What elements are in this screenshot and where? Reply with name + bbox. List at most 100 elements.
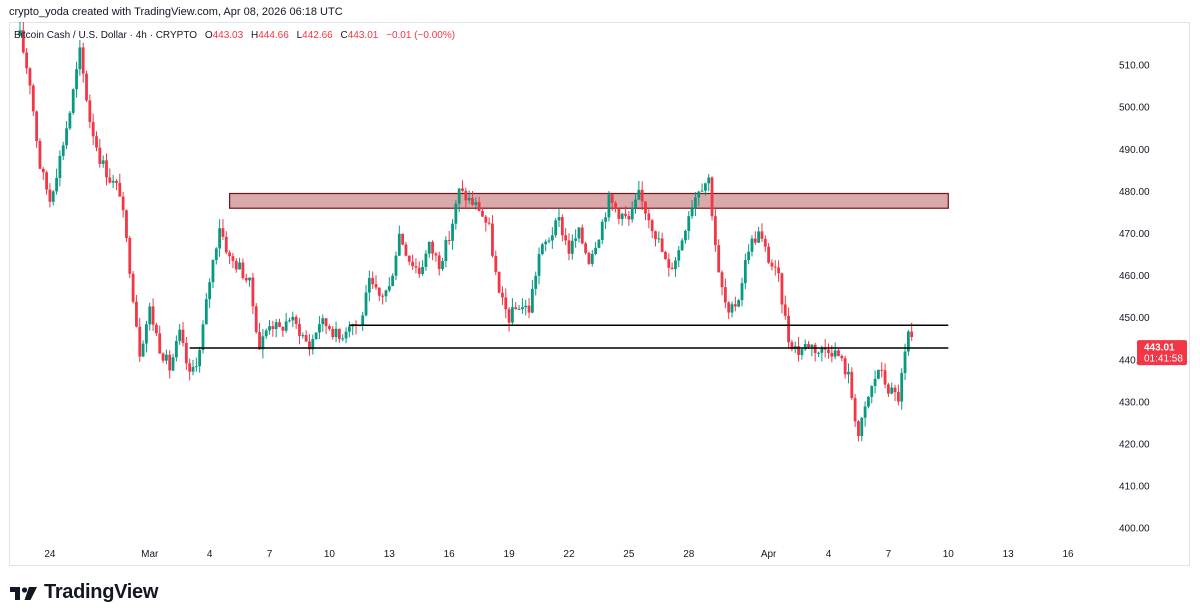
candle-body-219 bbox=[747, 251, 751, 260]
candle-body-154 bbox=[530, 288, 534, 313]
candle-body-148 bbox=[511, 307, 514, 323]
candle-body-147 bbox=[507, 309, 511, 323]
candle-body-211 bbox=[720, 272, 724, 288]
candle-body-215 bbox=[733, 304, 737, 307]
candle-body-248 bbox=[843, 358, 847, 375]
candle-body-17 bbox=[75, 69, 78, 90]
symbol-name[interactable]: Bitcoin Cash / U.S. Dollar · 4h · CRYPTO bbox=[14, 30, 198, 41]
candle-body-179 bbox=[614, 202, 617, 209]
candle-body-151 bbox=[521, 307, 524, 310]
candle-body-182 bbox=[624, 213, 627, 216]
candle-body-252 bbox=[857, 421, 860, 436]
candle-body-254 bbox=[863, 406, 867, 418]
open-value: 443.03 bbox=[212, 30, 244, 41]
candle-body-11 bbox=[55, 177, 58, 192]
candle-body-144 bbox=[497, 271, 501, 293]
candle-body-131 bbox=[454, 203, 458, 224]
time-tick-13: 7 bbox=[886, 549, 892, 560]
candle-body-180 bbox=[617, 208, 621, 219]
candle-body-155 bbox=[534, 275, 538, 289]
candle-body-58 bbox=[211, 260, 215, 283]
candle-body-96 bbox=[338, 328, 341, 339]
candle-body-89 bbox=[314, 332, 318, 340]
time-tick-10: 28 bbox=[683, 549, 695, 560]
candle-body-42 bbox=[158, 333, 162, 354]
candle-body-140 bbox=[484, 216, 488, 223]
candle-body-198 bbox=[677, 250, 681, 261]
time-tick-11: Apr bbox=[761, 549, 777, 560]
candle-body-264 bbox=[896, 392, 900, 402]
candle-body-86 bbox=[304, 335, 308, 342]
time-tick-8: 22 bbox=[563, 549, 575, 560]
candle-body-52 bbox=[191, 367, 195, 372]
candle-body-4 bbox=[31, 85, 35, 112]
candle-body-69 bbox=[248, 277, 251, 281]
candle-body-205 bbox=[700, 190, 704, 192]
price-tick-7: 470.00 bbox=[1119, 229, 1150, 240]
candle-body-21 bbox=[88, 100, 92, 122]
candle-body-51 bbox=[188, 363, 192, 372]
candle-body-222 bbox=[757, 231, 761, 243]
candle-body-106 bbox=[371, 277, 375, 285]
time-tick-9: 25 bbox=[623, 549, 635, 560]
candle-body-224 bbox=[763, 238, 767, 247]
candle-body-119 bbox=[414, 266, 418, 268]
support-lines-layer bbox=[189, 324, 949, 349]
time-axis[interactable]: 24 Mar 4 7 10 13 16 19 22 25 28 Apr 4 7 10 13 16 bbox=[44, 549, 1074, 560]
candle-body-249 bbox=[847, 371, 850, 375]
candle-body-183 bbox=[627, 215, 631, 220]
candle-body-72 bbox=[258, 332, 261, 350]
candle-body-164 bbox=[564, 235, 568, 241]
candle-body-255 bbox=[867, 396, 870, 407]
candle-body-97 bbox=[341, 338, 345, 340]
time-tick-4: 10 bbox=[324, 549, 336, 560]
candle-body-268 bbox=[910, 331, 914, 338]
candle-body-192 bbox=[657, 238, 661, 240]
candle-body-65 bbox=[234, 260, 238, 270]
candle-body-240 bbox=[817, 352, 820, 354]
candle-body-251 bbox=[853, 398, 857, 422]
candle-body-141 bbox=[487, 222, 491, 224]
candle-body-46 bbox=[171, 357, 175, 371]
candle-body-34 bbox=[131, 273, 135, 302]
candle-body-225 bbox=[767, 246, 771, 263]
candle-body-94 bbox=[331, 328, 335, 338]
candle-body-261 bbox=[887, 384, 890, 394]
candle-body-87 bbox=[308, 341, 311, 350]
candle-body-134 bbox=[464, 190, 468, 201]
candle-body-123 bbox=[427, 241, 431, 254]
price-tick-5: 450.00 bbox=[1119, 313, 1150, 324]
low-value: 442.66 bbox=[302, 30, 333, 41]
candle-body-178 bbox=[610, 194, 614, 203]
candle-body-243 bbox=[827, 349, 830, 353]
candle-body-57 bbox=[208, 282, 212, 300]
candle-body-3 bbox=[28, 68, 32, 86]
candle-body-26 bbox=[105, 160, 108, 178]
candle-body-157 bbox=[540, 244, 544, 255]
candle-body-247 bbox=[840, 355, 844, 359]
price-tick-1: 410.00 bbox=[1119, 482, 1150, 493]
candle-body-20 bbox=[85, 73, 88, 101]
candle-body-210 bbox=[717, 245, 721, 273]
candle-body-23 bbox=[95, 136, 98, 148]
candle-body-91 bbox=[321, 318, 325, 325]
candle-body-39 bbox=[148, 306, 152, 325]
candle-body-127 bbox=[441, 261, 444, 269]
tradingview-brand[interactable]: TradingView bbox=[10, 581, 158, 604]
candle-body-95 bbox=[334, 328, 338, 338]
candle-body-256 bbox=[870, 385, 874, 397]
candle-body-114 bbox=[397, 233, 401, 256]
candle-body-41 bbox=[155, 324, 158, 334]
candle-body-38 bbox=[145, 324, 148, 344]
candle-body-50 bbox=[184, 342, 188, 364]
candle-body-71 bbox=[254, 306, 258, 333]
price-axis[interactable]: 400.00 410.00 420.00 430.00 440.00 450.00 460.… bbox=[1119, 61, 1150, 535]
candle-body-40 bbox=[151, 306, 155, 325]
high-label: H bbox=[250, 30, 259, 41]
close-label: C bbox=[340, 30, 348, 41]
candle-body-193 bbox=[660, 238, 664, 252]
candle-body-177 bbox=[607, 194, 611, 218]
candle-body-99 bbox=[347, 326, 351, 332]
candle-body-143 bbox=[494, 255, 498, 272]
